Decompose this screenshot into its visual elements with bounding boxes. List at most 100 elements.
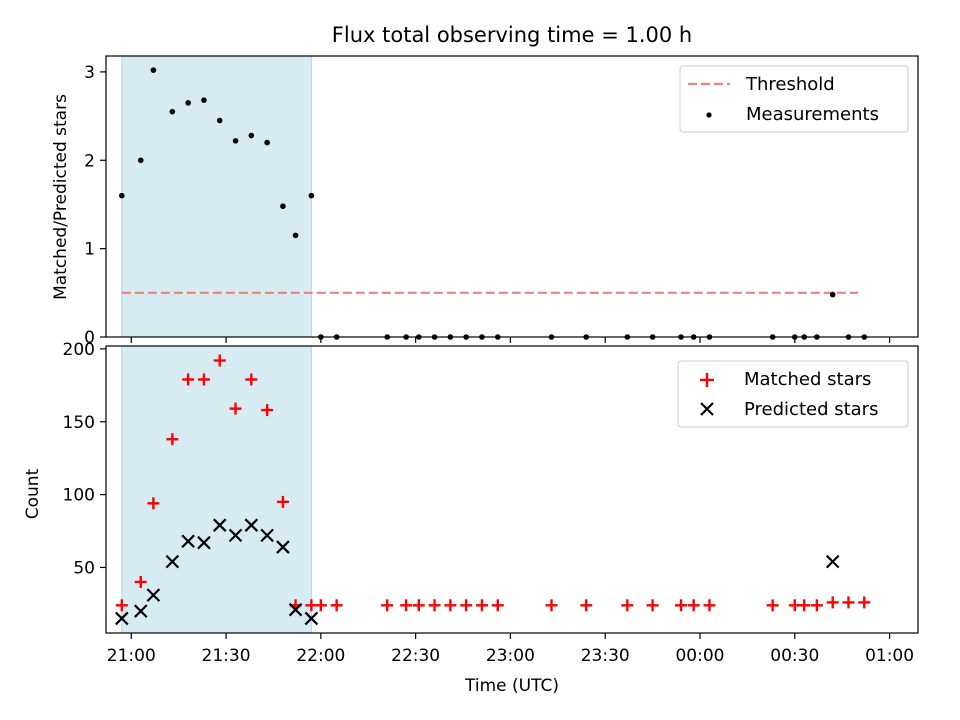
matched-star-point: [197, 373, 210, 386]
predicted-star-stroke: [825, 554, 840, 569]
top-panel: Flux total observing time = 1.00 h 0123 …: [51, 23, 919, 348]
legend-matched-label: Matched stars: [744, 369, 871, 390]
measurements-series: [118, 67, 868, 340]
matched-star-point: [261, 404, 274, 417]
legend-threshold-label: Threshold: [745, 74, 835, 95]
top-legend-frame: [679, 65, 909, 133]
matched-star-point: [314, 599, 327, 612]
predicted-star-point: [260, 528, 274, 543]
matched-star-point: [766, 599, 779, 612]
predicted-star-stroke: [260, 528, 274, 543]
matched-star-point: [810, 599, 823, 612]
bottom-shaded-span: [121, 345, 312, 634]
predicted-star-stroke: [165, 554, 180, 569]
top-y-ticks: 0 1 2 3: [84, 63, 106, 348]
predicted-star-point: [276, 540, 290, 554]
predicted-star-stroke: [115, 611, 129, 626]
matched-star-point: [491, 599, 504, 612]
measurement-point: [150, 67, 157, 73]
y-tick-label: 200: [63, 340, 95, 360]
matched-star-point: [545, 599, 558, 612]
x-tick-label: 01:00: [865, 646, 914, 666]
bottom-axes-frame: [105, 345, 919, 634]
bottom-panel: 50 100 150 200 21:00 21:30 22:00 22:30 23:00 23:…: [23, 340, 919, 696]
bottom-x-ticks: 21:00 21:30 22:00 22:30 23:00 23:30 00:00 00:30…: [107, 633, 914, 666]
matched-star-point: [330, 599, 343, 612]
x-tick-label: 22:00: [296, 646, 345, 666]
top-shaded-span: [121, 55, 312, 338]
measurement-point: [248, 132, 255, 139]
matched-star-point: [475, 599, 488, 612]
predicted-star-point: [212, 518, 227, 532]
bottom-legend: Matched stars Predicted stars: [677, 360, 909, 428]
matched-star-point: [166, 433, 179, 446]
legend-predicted-label: Predicted stars: [744, 399, 878, 420]
matched-star-point: [687, 599, 700, 612]
bottom-y-ticks: 50 100 150 200: [63, 340, 106, 578]
predicted-star-stroke: [181, 534, 195, 548]
bottom-legend-frame: [677, 360, 909, 428]
predicted-star-point: [133, 604, 148, 618]
top-axes-frame: [105, 55, 919, 338]
predicted-star-point: [304, 611, 319, 626]
y-tick-label: 2: [84, 151, 95, 171]
legend-measurements-label: Measurements: [746, 104, 879, 125]
predicted-star-point: [165, 554, 180, 569]
predicted-star-stroke: [228, 528, 243, 543]
measurement-point: [216, 117, 223, 124]
top-title: Flux total observing time = 1.00 h: [332, 23, 692, 47]
top-legend: Threshold Measurements: [679, 65, 909, 133]
measurement-point: [232, 138, 239, 144]
top-y-label: Matched/Predicted stars: [51, 94, 71, 300]
measurement-point: [118, 192, 125, 199]
matched-star-point: [460, 599, 473, 612]
y-tick-label: 50: [73, 558, 95, 578]
matched-star-point: [182, 373, 195, 386]
matched-star-point: [115, 599, 128, 612]
predicted-star-stroke: [146, 588, 161, 602]
measurement-point: [280, 203, 286, 210]
measurement-point: [308, 192, 315, 199]
matched-star-point: [703, 599, 716, 612]
predicted-star-stroke: [304, 611, 319, 626]
y-tick-label: 0: [84, 328, 95, 348]
predicted-star-point: [244, 518, 259, 532]
measurement-point: [137, 157, 144, 164]
matched-star-point: [229, 402, 242, 415]
legend-predicted-swatch: [700, 402, 714, 416]
predicted-star-stroke: [288, 602, 303, 617]
predicted-star-stroke: [197, 535, 211, 550]
x-tick-label: 23:00: [486, 646, 535, 666]
x-tick-label: 22:30: [391, 646, 440, 666]
matched-star-point: [381, 599, 394, 612]
y-tick-label: 100: [63, 486, 95, 506]
matched-star-point: [826, 596, 839, 609]
matched-star-point: [276, 495, 289, 508]
matched-star-point: [245, 373, 258, 386]
matched-star-point: [134, 576, 147, 589]
measurement-point: [169, 108, 176, 115]
matched-star-point: [580, 599, 593, 612]
y-tick-label: 150: [63, 413, 95, 433]
matched-star-point: [213, 354, 226, 367]
predicted-star-point: [115, 611, 129, 626]
measurement-point: [185, 100, 191, 106]
matched-star-point: [428, 599, 441, 612]
legend-matched-swatch: [700, 373, 714, 387]
matched-star-point: [842, 596, 855, 609]
matched-star-point: [621, 599, 634, 612]
predicted-stars-series: [115, 518, 840, 626]
matched-star-point: [400, 599, 413, 612]
predicted-star-stroke: [212, 518, 227, 532]
predicted-star-point: [181, 534, 195, 548]
x-tick-label: 00:30: [770, 646, 819, 666]
matched-star-point: [646, 599, 659, 612]
bottom-y-label: Count: [23, 468, 43, 519]
matched-star-point: [147, 497, 160, 510]
bottom-x-label: Time (UTC): [464, 676, 559, 696]
matched-star-point: [412, 599, 425, 612]
predicted-star-stroke: [276, 540, 290, 554]
predicted-star-stroke: [133, 604, 148, 618]
predicted-star-stroke: [244, 518, 259, 532]
